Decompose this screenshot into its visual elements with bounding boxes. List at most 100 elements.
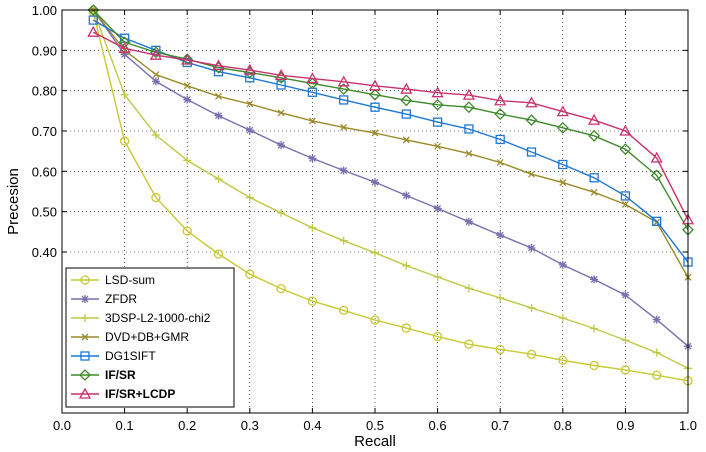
y-axis-label: Precesion (5, 168, 22, 235)
series-lines (87, 4, 695, 386)
x-tick-label: 1.0 (679, 418, 697, 433)
data-point-3dsp-l2-1000-chi2 (245, 193, 254, 202)
y-tick-label: 0.60 (32, 164, 57, 179)
data-point-zfdr (464, 217, 473, 226)
data-point-dg1sift (558, 159, 568, 170)
data-point-if-sr (588, 129, 601, 142)
data-point-3dsp-l2-1000-chi2 (183, 156, 192, 165)
data-point-lsd-sum (276, 283, 286, 294)
data-point-if-sr-lcdp (306, 72, 319, 84)
data-point-lsd-sum (339, 305, 349, 316)
data-point-3dsp-l2-1000-chi2 (214, 174, 223, 183)
data-point-dg1sift (652, 216, 662, 226)
series-line-zfdr (92, 9, 689, 347)
data-point-lsd-sum (589, 360, 599, 371)
data-point-if-sr (149, 46, 162, 59)
y-tick-label: 1.00 (32, 3, 57, 18)
data-point-if-sr-lcdp (149, 48, 163, 60)
legend-label: IF/SR+LCDP (105, 387, 175, 401)
data-point-if-sr (306, 77, 319, 90)
data-point-if-sr (369, 88, 381, 101)
data-point-3dsp-l2-1000-chi2 (120, 90, 129, 99)
data-point-if-sr-lcdp (587, 113, 601, 125)
data-point-zfdr (558, 260, 567, 269)
data-point-3dsp-l2-1000-chi2 (308, 223, 317, 232)
data-point-zfdr (371, 178, 379, 187)
data-point-if-sr (118, 36, 131, 49)
data-point-zfdr (183, 95, 192, 104)
data-point-dg1sift (589, 173, 599, 183)
data-point-if-sr (556, 121, 569, 134)
data-point-dvd-db-gmr (308, 117, 316, 125)
data-point-if-sr-lcdp (431, 86, 444, 98)
series-line-if-sr-lcdp (92, 31, 689, 221)
legend-label: DG1SIFT (105, 349, 156, 363)
legend-marker (79, 369, 91, 381)
data-point-dvd-db-gmr (215, 92, 222, 100)
data-point-if-sr-lcdp (274, 69, 288, 80)
data-point-if-sr-lcdp (243, 63, 256, 75)
data-point-dvd-db-gmr (559, 179, 567, 187)
data-point-dvd-db-gmr (152, 71, 160, 78)
x-tick-label: 0.5 (366, 418, 384, 433)
data-point-lsd-sum (495, 344, 505, 355)
data-point-zfdr (402, 191, 411, 200)
x-tick-label: 0.1 (116, 418, 134, 433)
data-point-dg1sift (495, 134, 505, 145)
data-point-if-sr-lcdp (181, 53, 194, 65)
data-point-3dsp-l2-1000-chi2 (496, 293, 505, 302)
data-point-lsd-sum (151, 192, 161, 203)
legend-item-lsd-sum: LSD-sum (71, 273, 155, 287)
data-point-lsd-sum (464, 339, 474, 349)
legend-item-if-sr: IF/SR (71, 368, 136, 382)
x-tick-label: 0.9 (616, 418, 634, 433)
data-point-dg1sift (432, 117, 443, 127)
legend-item-dg1sift: DG1SIFT (71, 349, 156, 363)
data-point-lsd-sum (307, 296, 318, 306)
data-point-if-sr-lcdp (494, 94, 507, 106)
data-point-3dsp-l2-1000-chi2 (590, 324, 599, 333)
data-point-if-sr-lcdp (556, 105, 569, 117)
data-point-zfdr (277, 141, 286, 150)
data-point-dvd-db-gmr (371, 129, 379, 137)
data-point-lsd-sum (652, 370, 662, 380)
data-point-lsd-sum (370, 315, 380, 325)
legend-label: LSD-sum (105, 273, 155, 287)
legend-item-dvd-db-gmr: DVD+DB+GMR (71, 330, 189, 344)
data-point-zfdr (652, 315, 661, 324)
x-tick-label: 0.4 (303, 418, 321, 433)
legend-marker (80, 275, 90, 285)
x-tick-label: 0.2 (178, 418, 196, 433)
data-point-dg1sift (276, 80, 286, 90)
data-point-lsd-sum (432, 331, 443, 342)
data-point-if-sr (87, 4, 100, 16)
data-point-dg1sift (620, 191, 631, 201)
data-point-zfdr (308, 154, 317, 163)
legend-label: IF/SR (105, 368, 136, 382)
data-point-lsd-sum (401, 323, 411, 333)
data-point-lsd-sum (213, 249, 224, 259)
data-point-if-sr (431, 98, 444, 111)
data-point-3dsp-l2-1000-chi2 (402, 261, 411, 270)
data-point-zfdr (339, 166, 348, 175)
y-tick-label: 0.90 (32, 43, 57, 58)
data-point-dvd-db-gmr (621, 200, 629, 208)
data-point-if-sr (400, 94, 413, 107)
data-point-3dsp-l2-1000-chi2 (339, 236, 348, 245)
series-if-sr (87, 4, 694, 236)
data-point-lsd-sum (245, 269, 255, 279)
data-point-dg1sift (339, 95, 349, 105)
data-point-zfdr (527, 243, 536, 252)
legend-marker (80, 351, 90, 361)
x-tick-label: 0.3 (241, 418, 259, 433)
data-point-if-sr-lcdp (368, 79, 382, 91)
legend-label: 3DSP-L2-1000-chi2 (105, 311, 211, 325)
series-dvd-db-gmr (89, 6, 692, 281)
data-point-zfdr (120, 50, 129, 59)
legend-marker (81, 295, 89, 303)
data-point-if-sr (337, 83, 350, 95)
data-point-lsd-sum (620, 365, 631, 375)
data-point-zfdr (496, 231, 505, 240)
series-line-dvd-db-gmr (92, 9, 689, 278)
